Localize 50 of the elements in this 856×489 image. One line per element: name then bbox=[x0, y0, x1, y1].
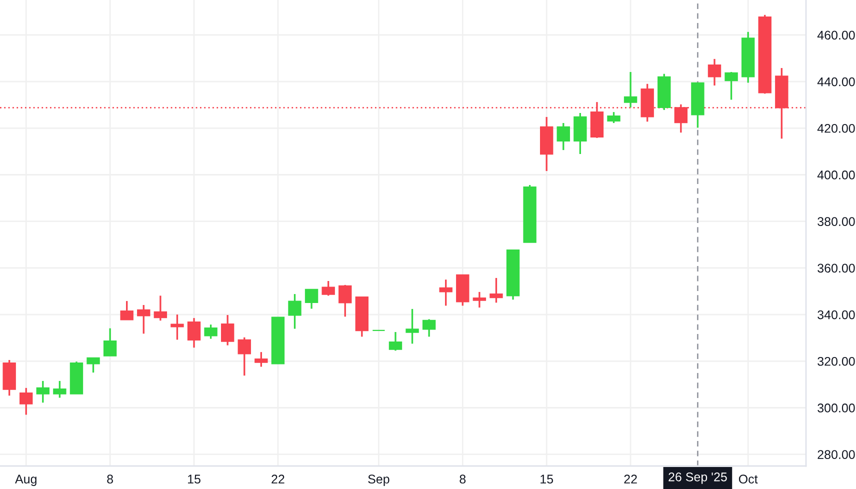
x-tick-label: Aug bbox=[15, 474, 36, 486]
y-tick-label: 300.00 bbox=[818, 404, 855, 412]
candlestick bbox=[338, 284, 352, 318]
candlestick bbox=[422, 318, 436, 338]
candlestick bbox=[322, 280, 335, 297]
y-tick-label: 400.00 bbox=[817, 170, 855, 180]
y-tick-label: 380.00 bbox=[818, 217, 855, 226]
candlestick bbox=[574, 112, 587, 155]
candlestick bbox=[238, 336, 251, 376]
x-tick-label: 8 bbox=[460, 474, 466, 484]
y-tick-label: 340.00 bbox=[818, 310, 855, 320]
y-tick-label: 420.00 bbox=[817, 124, 855, 133]
candlestick bbox=[607, 111, 620, 124]
x-tick-label: Oct bbox=[738, 474, 758, 484]
candlestick bbox=[439, 278, 452, 307]
y-tick-label: 360.00 bbox=[818, 264, 855, 273]
candlestick bbox=[254, 351, 268, 368]
x-tick-label: 15 bbox=[540, 474, 554, 484]
y-tick-label: 460.00 bbox=[817, 30, 855, 40]
candlestick bbox=[204, 324, 218, 340]
candlestick bbox=[86, 357, 100, 374]
candlestick bbox=[556, 122, 570, 151]
candlestick bbox=[406, 308, 419, 345]
candlestick bbox=[220, 314, 234, 346]
candlestick bbox=[170, 314, 184, 341]
candlestick bbox=[388, 331, 402, 352]
candlestick bbox=[137, 304, 150, 334]
candlestick bbox=[708, 58, 722, 86]
candlestick bbox=[53, 380, 66, 399]
x-tick-label: 8 bbox=[107, 474, 113, 484]
candlestick bbox=[20, 387, 33, 416]
y-tick-label: 440.00 bbox=[817, 77, 855, 86]
x-tick-label: 26 Sep '25 bbox=[668, 472, 727, 484]
candlestick bbox=[154, 294, 168, 322]
candlestick bbox=[187, 317, 201, 348]
x-tick-label: 22 bbox=[624, 474, 637, 484]
candlestick bbox=[120, 300, 134, 321]
candlestick bbox=[490, 277, 503, 304]
x-tick-label: Sep bbox=[368, 474, 390, 486]
candlestick bbox=[36, 380, 50, 404]
x-tick-label: 15 bbox=[188, 474, 200, 484]
candlestick bbox=[472, 291, 486, 308]
candlestick bbox=[288, 293, 302, 330]
y-tick-label: 280.00 bbox=[818, 450, 855, 459]
x-tick-label: 22 bbox=[272, 474, 284, 484]
candlestick bbox=[304, 288, 318, 310]
candlestick bbox=[624, 71, 638, 108]
y-tick-label: 320.00 bbox=[818, 356, 855, 366]
candlestick bbox=[724, 71, 738, 101]
candlestick bbox=[103, 327, 117, 357]
